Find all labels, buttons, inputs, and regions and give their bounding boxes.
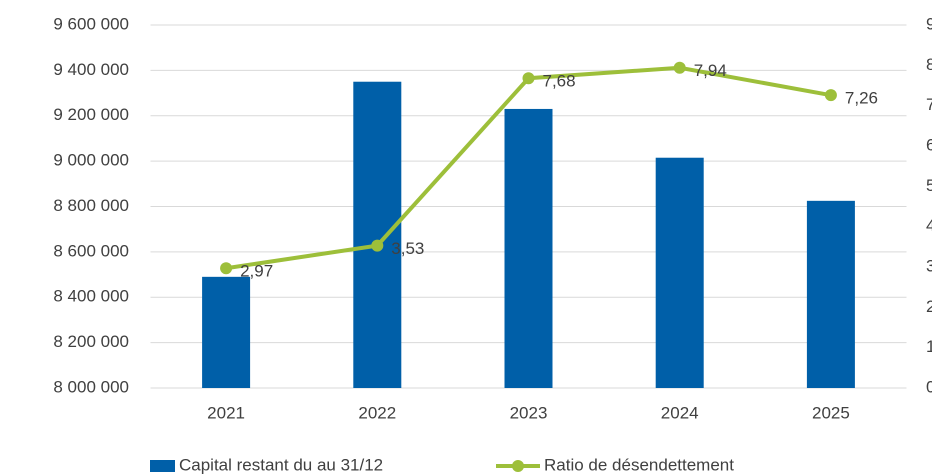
- line-marker: [220, 262, 233, 275]
- line-marker: [824, 89, 837, 102]
- line-marker: [673, 61, 686, 74]
- y-tick-label: 8 600 000: [53, 241, 129, 260]
- y-tick-label: 9 000 000: [53, 151, 129, 170]
- y2-tick-label: 1: [926, 337, 932, 356]
- data-label: 2,97: [240, 262, 273, 281]
- y2-tick-label: 4: [926, 216, 932, 235]
- line-marker: [371, 239, 384, 252]
- y-tick-label: 9 600 000: [53, 14, 129, 33]
- x-tick-label: 2023: [510, 403, 548, 422]
- data-label: 7,68: [543, 72, 576, 91]
- y2-tick-label: 5: [926, 176, 932, 195]
- x-tick-label: 2025: [812, 403, 850, 422]
- bar: [504, 108, 553, 388]
- bar: [655, 157, 704, 388]
- x-tick-label: 2021: [207, 403, 245, 422]
- bar: [353, 81, 402, 388]
- data-label: 3,53: [391, 239, 424, 258]
- data-label: 7,26: [845, 89, 878, 108]
- legend-label: Capital restant du au 31/12: [179, 455, 383, 474]
- y2-tick-label: 0: [926, 377, 932, 396]
- y2-tick-label: 3: [926, 256, 932, 275]
- x-tick-label: 2022: [358, 403, 396, 422]
- legend-swatch: [512, 460, 524, 472]
- y-tick-label: 8 200 000: [53, 332, 129, 351]
- y-tick-label: 9 200 000: [53, 105, 129, 124]
- legend-label: Ratio de désendettement: [544, 455, 734, 474]
- y2-tick-label: 7: [926, 95, 932, 114]
- y-tick-label: 9 400 000: [53, 60, 129, 79]
- y2-tick-label: 2: [926, 297, 932, 316]
- legend-swatch: [150, 460, 175, 472]
- y-tick-label: 8 000 000: [53, 377, 129, 396]
- y2-tick-label: 8: [926, 55, 932, 74]
- y2-tick-label: 9: [926, 14, 932, 33]
- y-tick-label: 8 800 000: [53, 196, 129, 215]
- line-marker: [522, 72, 535, 85]
- data-label: 7,94: [694, 61, 727, 80]
- bar: [202, 276, 251, 388]
- y2-tick-label: 6: [926, 135, 932, 154]
- bar: [806, 200, 855, 388]
- y-tick-label: 8 400 000: [53, 287, 129, 306]
- x-tick-label: 2024: [661, 403, 699, 422]
